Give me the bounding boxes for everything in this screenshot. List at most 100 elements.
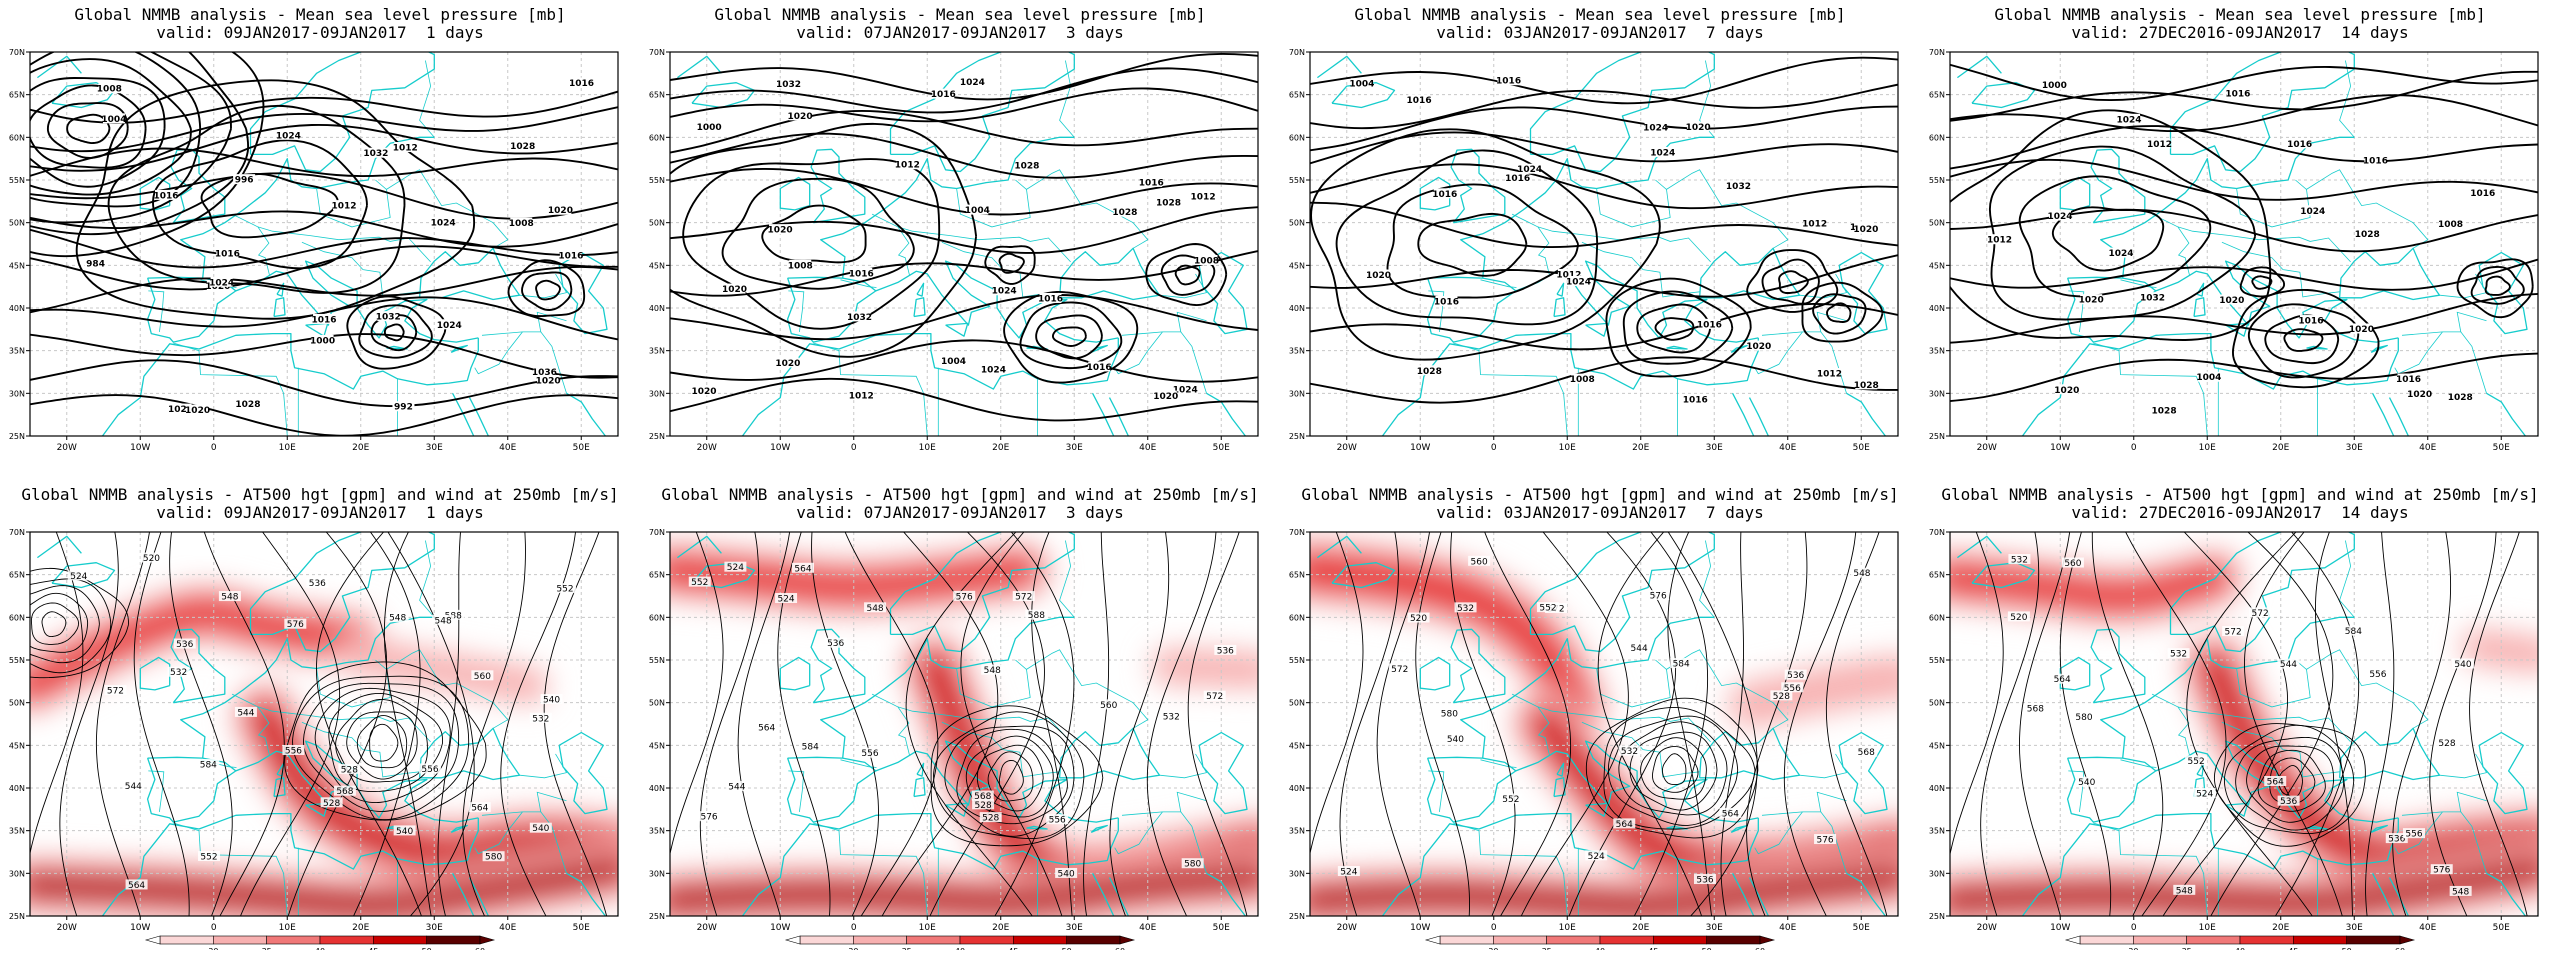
y-tick-label: 30N: [649, 869, 665, 878]
contour-label-bg: [392, 401, 415, 412]
contour-ring: [30, 578, 112, 674]
coastline: [1846, 872, 1898, 916]
coastline: [2486, 872, 2538, 916]
y-tick-label: 40N: [649, 784, 665, 793]
coastline: [1108, 397, 1130, 436]
x-tick-label: 30E: [2346, 923, 2363, 933]
border: [231, 693, 270, 756]
y-tick-label: 60N: [1289, 133, 1305, 142]
coastline: [913, 297, 926, 318]
x-tick-label: 40E: [499, 443, 516, 453]
contour-ring: [30, 592, 89, 653]
contour-label: 1024: [1566, 277, 1591, 287]
coastline: [305, 802, 329, 817]
coastline: [1957, 535, 2002, 559]
contour-label-bg: [1195, 254, 1218, 265]
contour-label: 1020: [1853, 225, 1878, 235]
contour-label: 564: [2054, 675, 2071, 685]
panel-subtitle: valid: 27DEC2016-09JAN2017 14 days: [2071, 23, 2409, 42]
coastlines: [677, 532, 1258, 916]
colorbar-tick-label: 45: [1008, 947, 1018, 950]
coastline: [452, 873, 475, 916]
contour-label-bg: [2408, 388, 2431, 399]
y-tick-label: 55N: [9, 176, 25, 185]
contour-label-bg: [1203, 690, 1226, 701]
country-borders: [788, 540, 1208, 916]
contour-label: 564: [758, 724, 775, 734]
height-contour: [437, 532, 461, 916]
x-tick-label: 30E: [426, 443, 443, 453]
contour-ring: [1636, 303, 1712, 354]
isobar: [1310, 56, 1898, 105]
contour-ring: [30, 77, 166, 188]
contour-ring: [30, 52, 202, 208]
border: [173, 342, 288, 436]
contour-label-bg: [67, 570, 90, 581]
isobar: [1950, 292, 2538, 344]
y-tick-label: 70N: [1929, 528, 1945, 537]
contour-ring: [30, 52, 265, 258]
contour-label-bg: [724, 561, 747, 572]
contour-label-bg: [1719, 807, 1742, 818]
contour-label: 536: [2388, 835, 2405, 845]
gridlines: [670, 532, 1258, 916]
contour-label: 1016: [2470, 189, 2495, 199]
contour-label-bg: [122, 780, 145, 791]
contour-label: 532: [1457, 604, 1474, 614]
y-tick-label: 35N: [649, 347, 665, 356]
coastline: [1585, 322, 1609, 337]
contour-label-bg: [198, 851, 221, 862]
border: [2151, 693, 2190, 756]
isobar: [30, 147, 618, 178]
contour-label: 1020: [1366, 271, 1391, 281]
contour-label-bg: [1850, 567, 1873, 578]
jet-band: [254, 705, 618, 864]
contour-label: 560: [474, 672, 491, 682]
contour-label: 564: [1722, 809, 1739, 819]
contour-label: 1000: [310, 336, 335, 346]
contour-label-bg: [173, 638, 196, 649]
contour-label-bg: [2356, 228, 2379, 239]
border: [2177, 226, 2351, 263]
border: [1159, 273, 1208, 299]
coastline: [180, 616, 435, 759]
colorbar-arrow-left: [144, 935, 161, 945]
contour-label: 564: [471, 804, 488, 814]
coastline: [1846, 392, 1898, 436]
colorbar: 30 35 40 45 50 60: [1424, 935, 1776, 950]
contour-label: 556: [861, 749, 878, 759]
contour-ring: [2283, 328, 2324, 352]
colorbar-segment: [906, 935, 961, 945]
contour-label: 544: [1631, 644, 1648, 654]
height-contour: [1083, 532, 1110, 916]
height-contour: [2162, 532, 2288, 916]
contour-label-bg: [2055, 384, 2078, 395]
x-tick-label: 20E: [352, 923, 369, 933]
panel-subtitle: valid: 09JAN2017-09JAN2017 1 days: [156, 23, 484, 42]
colorbar-segment: [319, 935, 374, 945]
x-tick-label: 30E: [1706, 923, 1723, 933]
coastline: [1666, 825, 1688, 830]
colorbar: 30 35 40 45 50 60: [2064, 935, 2416, 950]
contour-label-bg: [2153, 405, 2176, 416]
height-contour: [1520, 532, 1629, 916]
coastline: [1331, 562, 1396, 589]
contour-label-bg: [2277, 795, 2300, 806]
country-borders: [2068, 60, 2488, 436]
contour-label: 524: [1588, 852, 1605, 862]
contour-ring: [2223, 724, 2355, 834]
contour-label: 528: [341, 765, 358, 775]
coastline: [2090, 148, 2146, 224]
y-tick-label: 45N: [1289, 741, 1305, 750]
contour-ring: [721, 177, 915, 290]
contour-label: 544: [728, 783, 745, 793]
x-tick-label: 20W: [57, 443, 77, 453]
coastline: [273, 297, 286, 318]
border: [897, 226, 1071, 263]
contour-label: 1032: [363, 149, 388, 159]
height-contour: [1825, 532, 1888, 916]
coastline: [889, 532, 1075, 653]
y-tick-label: 65N: [649, 91, 665, 100]
contour-ring: [1585, 697, 1759, 839]
coastline: [1317, 55, 1362, 79]
